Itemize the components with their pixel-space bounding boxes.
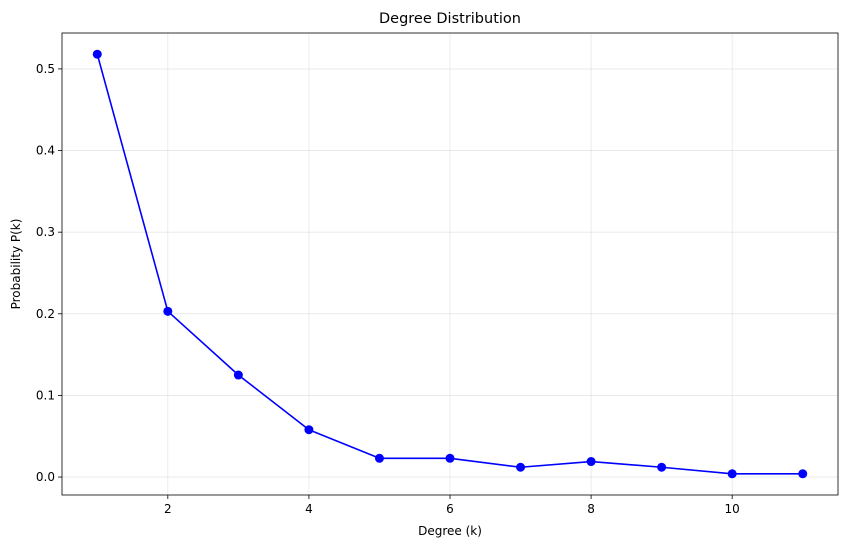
x-axis-label: Degree (k) <box>418 524 482 538</box>
data-point <box>516 462 526 472</box>
axis-ticks: 2 4 6 8 10 0.0 0.1 0.2 0.3 0.4 0.5 <box>36 62 740 516</box>
x-tick-label: 4 <box>305 502 313 516</box>
data-point <box>727 469 737 479</box>
y-tick-label: 0.2 <box>36 307 55 321</box>
data-point <box>798 469 808 479</box>
y-axis-label: Probability P(k) <box>9 219 23 310</box>
y-tick-label: 0.5 <box>36 62 55 76</box>
y-tick-label: 0.0 <box>36 470 55 484</box>
data-point <box>304 425 314 435</box>
y-tick-label: 0.4 <box>36 144 55 158</box>
grid <box>62 33 838 495</box>
data-point <box>233 370 243 380</box>
y-tick-label: 0.3 <box>36 225 55 239</box>
series-layer <box>92 49 808 479</box>
data-point <box>657 462 667 472</box>
y-tick-label: 0.1 <box>36 388 55 402</box>
data-point <box>445 453 455 463</box>
x-tick-label: 6 <box>446 502 454 516</box>
chart-title: Degree Distribution <box>379 11 521 27</box>
data-point <box>374 453 384 463</box>
x-tick-label: 2 <box>164 502 172 516</box>
data-point <box>586 457 596 467</box>
x-tick-label: 10 <box>725 502 740 516</box>
data-point <box>163 306 173 316</box>
data-point <box>92 49 102 59</box>
x-tick-label: 8 <box>587 502 595 516</box>
